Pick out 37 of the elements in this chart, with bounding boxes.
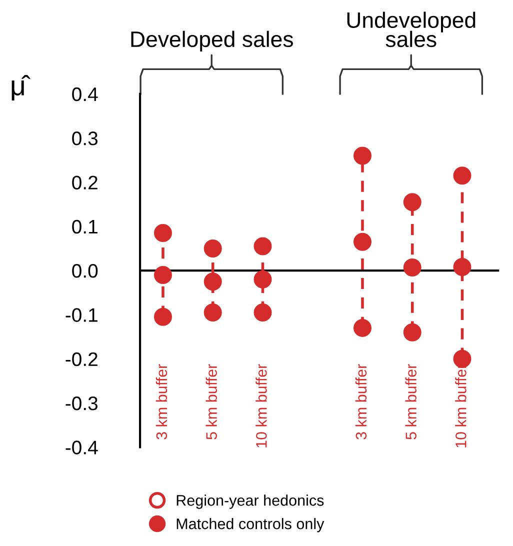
x-tick-label: 5 km buffer (405, 364, 416, 440)
point (353, 318, 372, 337)
y-tick-label: -0.3 (66, 396, 98, 410)
point (453, 166, 472, 185)
point (204, 303, 222, 322)
text: Developed sales (131, 30, 293, 52)
y-tick-label: 0.4 (72, 87, 98, 102)
y-tick-label: 0.3 (72, 132, 98, 146)
x-tick-label: 5 km buffer (206, 364, 217, 440)
point (403, 193, 422, 212)
point (154, 266, 172, 284)
point (403, 258, 422, 276)
point (453, 258, 472, 276)
point (204, 272, 222, 291)
point (353, 232, 372, 251)
y-axis-title: μ̂ (12, 74, 30, 101)
x-tick-label: 3 km buffer (156, 364, 168, 440)
point (254, 270, 272, 288)
point (254, 237, 272, 256)
point (353, 146, 372, 165)
text: Undeveloped sales (347, 12, 476, 48)
x-tick-label: 10 km buffer (256, 364, 267, 448)
y-tick-label: 0.0 (72, 264, 98, 278)
y-tick-label: -0.2 (66, 352, 98, 366)
point (204, 239, 222, 258)
y-tick-label: -0.4 (66, 440, 98, 454)
point (154, 308, 172, 326)
y-tick-label: -0.1 (66, 308, 98, 322)
point (403, 323, 422, 342)
legend-label: Matched controls only (176, 518, 324, 532)
point (254, 303, 272, 322)
point (154, 224, 172, 242)
point (453, 350, 472, 368)
legend-label: Region-year hedonics (176, 494, 324, 509)
x-tick-label: 3 km buffer (355, 364, 367, 440)
y-tick-label: 0.2 (72, 176, 98, 190)
y-tick-label: 0.1 (72, 220, 98, 234)
